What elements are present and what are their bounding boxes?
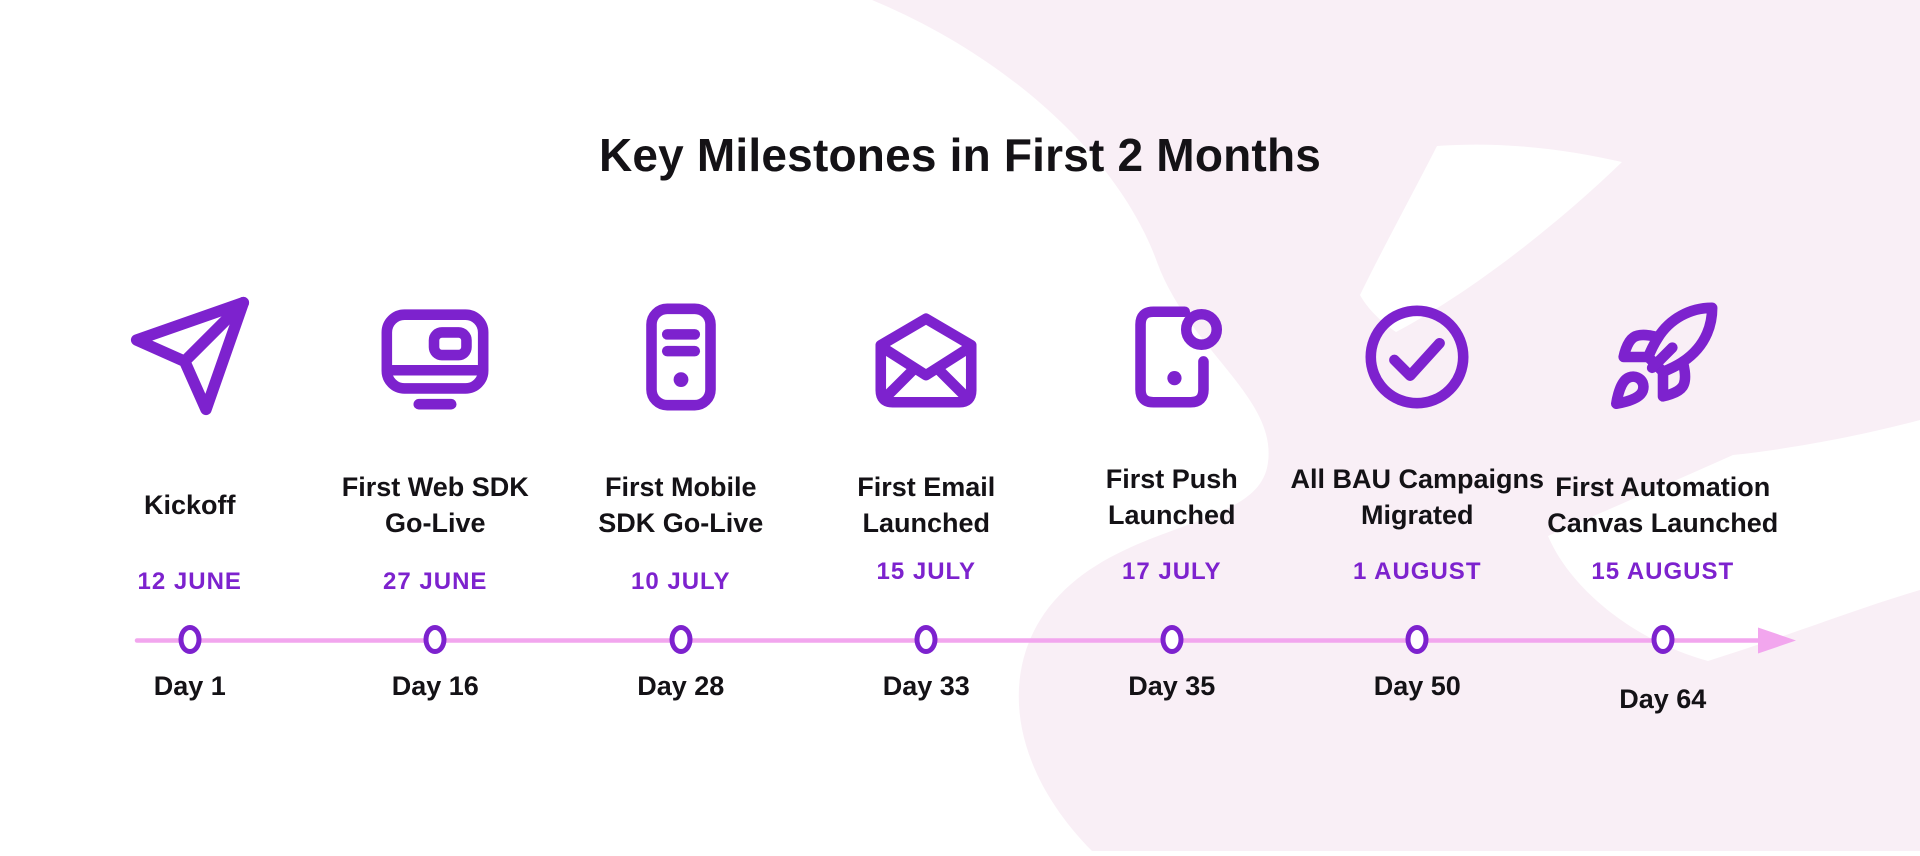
milestone-day: Day 50 bbox=[1373, 671, 1461, 701]
timeline-node-ring bbox=[178, 625, 202, 654]
milestone-title: First Email Launched bbox=[857, 472, 996, 538]
milestone-item: First Mobile SDK Go-Live 10 JULY Day 28 bbox=[558, 0, 804, 851]
milestone-date: 10 JULY bbox=[630, 568, 731, 595]
milestone-item: First Push Launched 17 JULY Day 35 bbox=[1049, 0, 1295, 851]
page-title: Key Milestones in First 2 Months bbox=[598, 128, 1322, 181]
milestone-title: First Web SDK Go-Live bbox=[341, 472, 529, 538]
milestones-row: Kickoff 12 JUNE Day 1 First Web SDK Go-L… bbox=[67, 0, 1786, 851]
milestone-day: Day 64 bbox=[1619, 684, 1707, 714]
milestone-title: First Mobile SDK Go-Live bbox=[598, 472, 764, 538]
milestone-item: First Web SDK Go-Live 27 JUNE Day 16 bbox=[313, 0, 559, 851]
check-circle-icon bbox=[1358, 298, 1476, 416]
open-envelope-icon bbox=[867, 298, 985, 416]
phone-notification-icon bbox=[1113, 298, 1231, 416]
milestone-day: Day 1 bbox=[153, 671, 226, 701]
milestone-date: 17 JULY bbox=[1121, 558, 1222, 585]
send-icon bbox=[126, 292, 254, 420]
milestone-date: 12 JUNE bbox=[137, 568, 242, 595]
milestone-item: First Automation Canvas Launched 15 AUGU… bbox=[1540, 0, 1786, 851]
milestone-date: 15 JULY bbox=[876, 558, 976, 585]
web-browser-icon bbox=[376, 298, 494, 416]
milestone-item: First Email Launched 15 JULY Day 33 bbox=[804, 0, 1050, 851]
milestone-title: Kickoff bbox=[143, 490, 236, 520]
timeline-node-ring bbox=[669, 625, 693, 654]
milestone-item: All BAU Campaigns Migrated 1 AUGUST Day … bbox=[1290, 0, 1544, 851]
arrow-right-icon bbox=[1758, 627, 1796, 654]
milestone-day: Day 35 bbox=[1128, 671, 1216, 701]
timeline-node-ring bbox=[1160, 625, 1184, 654]
server-icon bbox=[622, 298, 740, 416]
milestone-title: First Push Launched bbox=[1105, 464, 1238, 530]
milestone-day: Day 28 bbox=[637, 671, 725, 701]
timeline-node-ring bbox=[1651, 625, 1675, 654]
timeline-node-ring bbox=[423, 625, 447, 654]
milestone-date: 27 JUNE bbox=[383, 568, 488, 595]
rocket-icon bbox=[1604, 298, 1722, 416]
milestone-day: Day 16 bbox=[391, 671, 479, 701]
milestone-date: 15 AUGUST bbox=[1591, 558, 1735, 585]
milestone-item: Kickoff 12 JUNE Day 1 bbox=[67, 0, 313, 851]
milestone-title: First Automation Canvas Launched bbox=[1547, 472, 1779, 538]
milestone-title: All BAU Campaigns Migrated bbox=[1290, 464, 1545, 530]
timeline-node-ring bbox=[1405, 625, 1429, 654]
milestone-date: 1 AUGUST bbox=[1353, 558, 1482, 585]
timeline-node-ring bbox=[914, 625, 938, 654]
milestone-day: Day 33 bbox=[882, 671, 970, 701]
